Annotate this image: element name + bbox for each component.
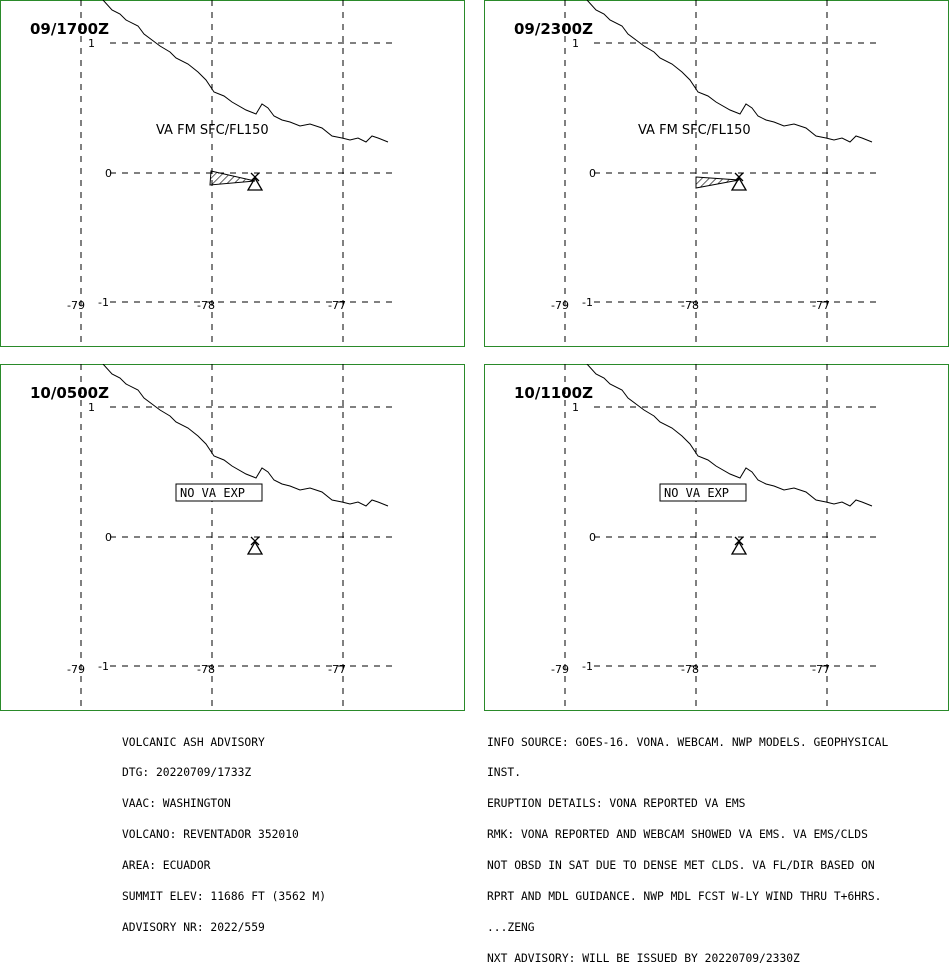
advisory-remarks: INFO SOURCE: GOES-16. VONA. WEBCAM. NWP …: [487, 717, 888, 974]
lon-label: -77: [812, 299, 830, 312]
advisory-line: RMK: VONA REPORTED AND WEBCAM SHOWED VA …: [487, 828, 868, 842]
panel-time: 09/1700Z: [30, 20, 109, 38]
lon-label: -78: [681, 299, 699, 312]
advisory-line: VOLCANO: REVENTADOR 352010: [122, 828, 299, 842]
no-ash-label: NO VA EXP: [664, 486, 729, 500]
map-panel-3: 1 0 -1 -79 -78 -77 10/0500Z NO VA EXP: [0, 364, 465, 711]
coastline: [102, 0, 389, 143]
lon-label: -79: [551, 299, 569, 312]
panel-time: 10/1100Z: [514, 384, 593, 402]
map-panel-1: 1 0 -1 -79 -78 -77 09/1700Z VA FM SFC/FL150: [0, 0, 465, 347]
lon-label: -77: [328, 299, 346, 312]
lat-label: 0: [589, 531, 596, 544]
lon-label: -79: [67, 299, 85, 312]
advisory-line: VAAC: WASHINGTON: [122, 797, 231, 811]
coastline: [586, 0, 873, 143]
lon-label: -79: [67, 663, 85, 676]
map-panel-2: 1 0 -1 -79 -78 -77 09/2300Z VA FM SFC/FL150: [484, 0, 949, 347]
coastline: [102, 364, 389, 507]
advisory-line: SUMMIT ELEV: 11686 FT (3562 M): [122, 890, 327, 904]
lon-label: -79: [551, 663, 569, 676]
advisory-line: INST.: [487, 766, 522, 780]
advisory-header: VOLCANIC ASH ADVISORY DTG: 20220709/1733…: [122, 717, 326, 944]
advisory-line: ERUPTION DETAILS: VONA REPORTED VA EMS: [487, 797, 746, 811]
lat-label: 0: [589, 167, 596, 180]
lon-label: -78: [197, 299, 215, 312]
ash-level-label: VA FM SFC/FL150: [156, 123, 269, 138]
ash-level-label: VA FM SFC/FL150: [638, 123, 751, 138]
coastline: [586, 364, 873, 507]
advisory-line: DTG: 20220709/1733Z: [122, 766, 252, 780]
volcano-icon: [246, 536, 264, 555]
volcano-icon: [730, 536, 748, 555]
volcano-icon: [246, 172, 264, 191]
volcano-icon: [730, 172, 748, 191]
lat-label: -1: [98, 296, 109, 309]
lat-label: 1: [88, 401, 95, 414]
lat-label: -1: [98, 660, 109, 673]
lat-label: 1: [88, 37, 95, 50]
lat-label: -1: [582, 296, 593, 309]
lat-label: 1: [572, 37, 579, 50]
advisory-line: NXT ADVISORY: WILL BE ISSUED BY 20220709…: [487, 951, 800, 965]
advisory-line: ...ZENG: [487, 920, 535, 934]
panel-time: 09/2300Z: [514, 20, 593, 38]
lon-label: -78: [197, 663, 215, 676]
advisory-line: VOLCANIC ASH ADVISORY: [122, 735, 265, 749]
panel-time: 10/0500Z: [30, 384, 109, 402]
no-ash-box: [175, 483, 263, 502]
lat-label: -1: [582, 660, 593, 673]
map-panel-4: 1 0 -1 -79 -78 -77 10/1100Z NO VA EXP: [484, 364, 949, 711]
ash-cloud-area: [695, 176, 740, 189]
lon-label: -77: [812, 663, 830, 676]
lat-label: 0: [105, 531, 112, 544]
lat-label: 1: [572, 401, 579, 414]
lon-label: -77: [328, 663, 346, 676]
advisory-line: INFO SOURCE: GOES-16. VONA. WEBCAM. NWP …: [487, 735, 889, 749]
ash-cloud-area: [209, 170, 256, 186]
no-ash-label: NO VA EXP: [180, 486, 245, 500]
advisory-line: NOT OBSD IN SAT DUE TO DENSE MET CLDS. V…: [487, 859, 875, 873]
lat-label: 0: [105, 167, 112, 180]
advisory-line: RPRT AND MDL GUIDANCE. NWP MDL FCST W-LY…: [487, 890, 882, 904]
no-ash-box: [659, 483, 747, 502]
advisory-line: AREA: ECUADOR: [122, 859, 211, 873]
lon-label: -78: [681, 663, 699, 676]
advisory-line: ADVISORY NR: 2022/559: [122, 920, 265, 934]
